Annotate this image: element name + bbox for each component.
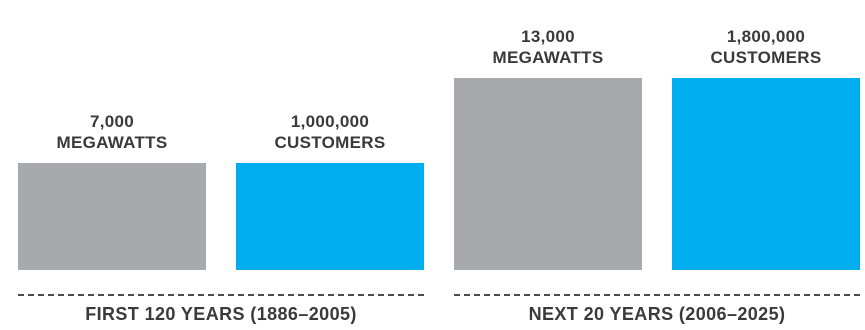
bar-customers-2 xyxy=(672,78,860,270)
bar-data-label: 1,800,000 CUSTOMERS xyxy=(672,26,860,68)
bar-data-label: 7,000 MEGAWATTS xyxy=(18,111,206,153)
period-label: NEXT 20 YEARS (2006–2025) xyxy=(528,304,786,324)
period-divider xyxy=(18,294,424,296)
period-divider xyxy=(454,294,860,296)
bar-value-text: 13,000 xyxy=(521,27,575,46)
bar-megawatts-1 xyxy=(18,163,206,270)
bar-data-label: 1,000,000 CUSTOMERS xyxy=(236,111,424,153)
period-label: FIRST 120 YEARS (1886–2005) xyxy=(85,304,357,324)
bar-value-text: 1,800,000 xyxy=(726,27,806,46)
bar-value-text: 7,000 xyxy=(89,112,135,131)
bar-unit-text: MEGAWATTS xyxy=(56,133,168,152)
bar-megawatts-2 xyxy=(454,78,642,270)
bar-unit-text: CUSTOMERS xyxy=(274,133,386,152)
bar-customers-1 xyxy=(236,163,424,270)
bar-unit-text: MEGAWATTS xyxy=(492,48,604,67)
bar-value-text: 1,000,000 xyxy=(290,112,370,131)
bar-data-label: 13,000 MEGAWATTS xyxy=(454,26,642,68)
bar-unit-text: CUSTOMERS xyxy=(710,48,822,67)
